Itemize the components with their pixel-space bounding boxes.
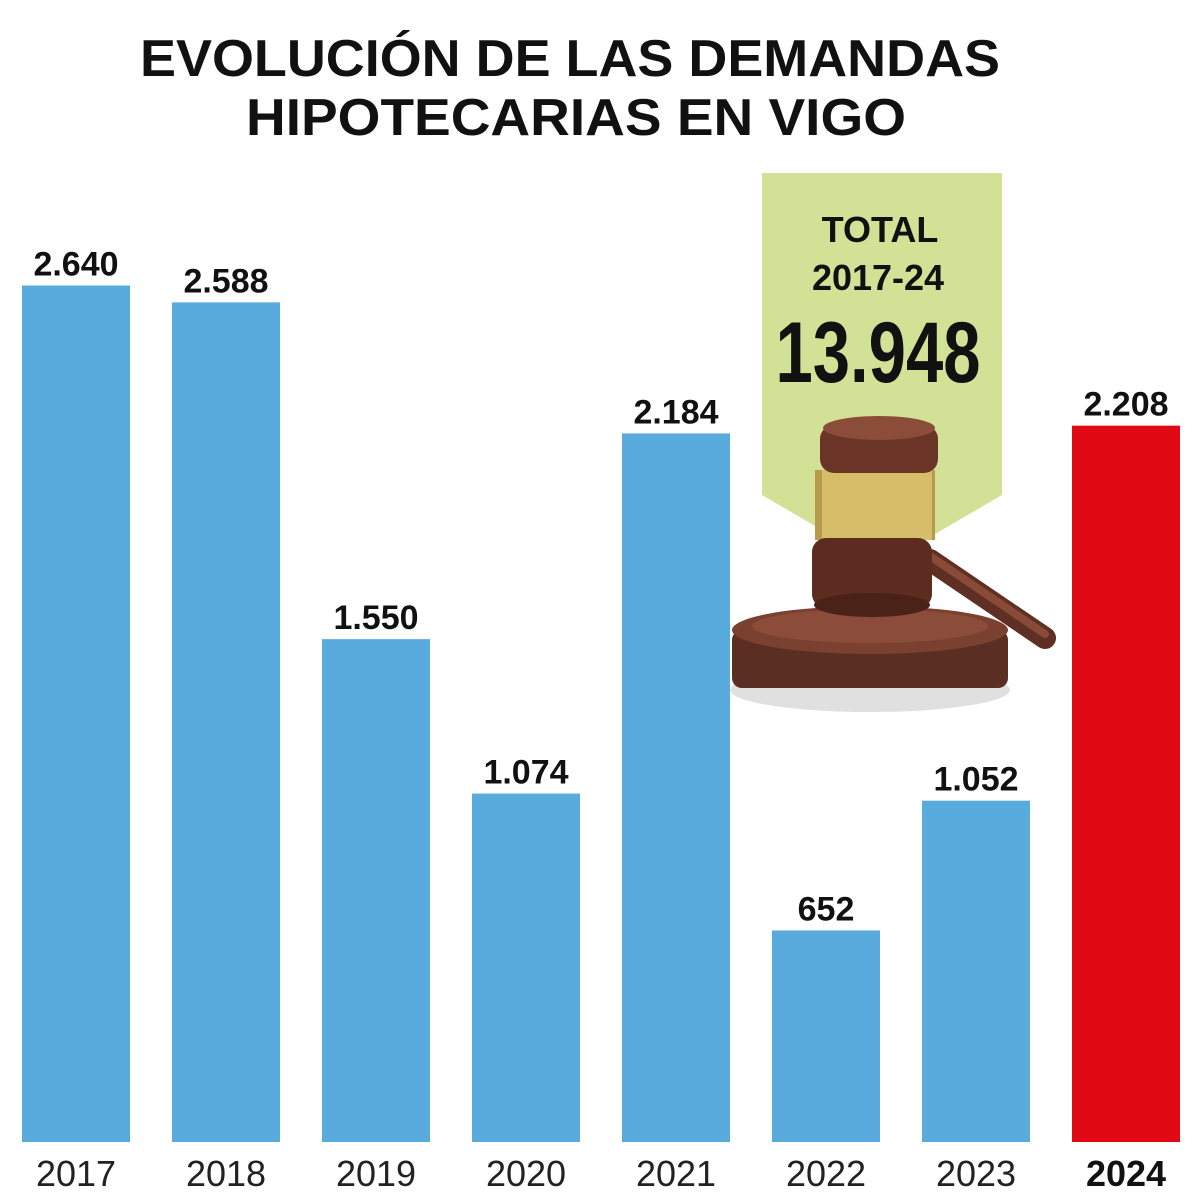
bar-2019 — [322, 639, 430, 1142]
x-tick-label-2017: 2017 — [36, 1153, 116, 1194]
bar-2017 — [22, 285, 130, 1142]
callout-period: 2017-24 — [812, 257, 944, 298]
callout-total-value: 13.948 — [776, 305, 981, 401]
x-tick-label-2024: 2024 — [1086, 1153, 1166, 1194]
value-label-2022: 652 — [798, 890, 855, 928]
bar-2022 — [772, 930, 880, 1142]
bar-2020 — [472, 793, 580, 1142]
value-label-2024: 2.208 — [1083, 386, 1168, 424]
value-label-2023: 1.052 — [933, 761, 1018, 799]
x-tick-label-2018: 2018 — [186, 1153, 266, 1194]
bars-group — [22, 285, 1180, 1142]
x-tick-label-2021: 2021 — [636, 1153, 716, 1194]
bar-2023 — [922, 800, 1030, 1142]
bar-2021 — [622, 433, 730, 1142]
x-tick-label-2022: 2022 — [786, 1153, 866, 1194]
x-tick-label-2019: 2019 — [336, 1153, 416, 1194]
value-label-2018: 2.588 — [183, 262, 268, 300]
value-label-2021: 2.184 — [633, 393, 718, 431]
value-label-2017: 2.640 — [33, 246, 118, 284]
callout-background — [762, 173, 1002, 565]
callout-label: TOTAL — [822, 209, 939, 250]
x-tick-label-2023: 2023 — [936, 1153, 1016, 1194]
value-label-2019: 1.550 — [333, 599, 418, 637]
gavel-icon — [730, 416, 1056, 712]
bar-2018 — [172, 302, 280, 1142]
x-axis-labels: 2017 2018 2019 2020 2021 2022 2023 2024 — [36, 1153, 1166, 1194]
value-labels: 2.640 2.588 1.550 1.074 2.184 652 1.052 2.208 — [33, 246, 1168, 929]
x-tick-label-2020: 2020 — [486, 1153, 566, 1194]
bar-2024 — [1072, 425, 1180, 1142]
chart-title-line-1: EVOLUCIÓN DE LAS DEMANDAS — [140, 30, 1000, 88]
chart-title-line-2: HIPOTECARIAS EN VIGO — [246, 89, 906, 147]
total-callout: TOTAL 2017-24 13.948 — [730, 173, 1056, 712]
value-label-2020: 1.074 — [483, 754, 568, 792]
